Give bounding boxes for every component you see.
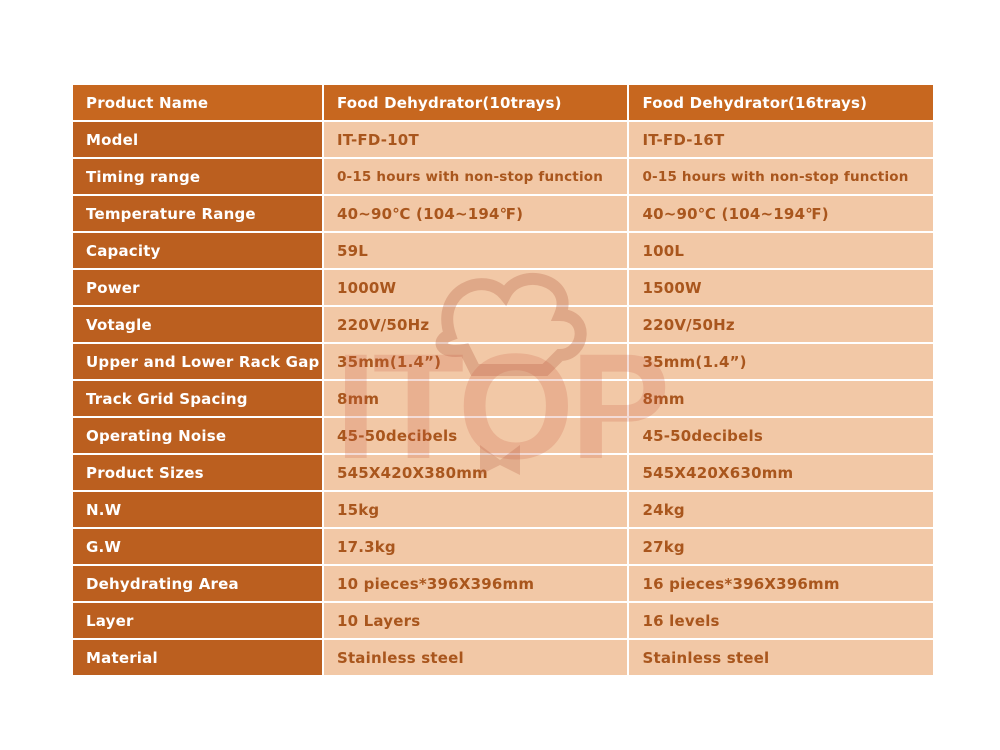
cell-10-trays: 220V/50Hz [323,307,628,342]
cell-10-trays: 45-50decibels [323,418,628,453]
cell-10-trays: 545X420X380mm [323,455,628,490]
table-row: G.W 17.3kg 27kg [73,529,933,564]
cell-10-trays: IT-FD-10T [323,122,628,157]
spec-table: Product Name Food Dehydrator(10trays) Food… [71,83,935,677]
cell-10-trays: 35mm(1.4”) [323,344,628,379]
cell-16-trays: 16 levels [629,603,933,638]
row-label: Track Grid Spacing [73,381,322,416]
table-row: Votagle 220V/50Hz 220V/50Hz [73,307,933,342]
table-row: Power 1000W 1500W [73,270,933,305]
table-row: N.W 15kg 24kg [73,492,933,527]
row-label: Material [73,640,322,675]
table-row: Operating Noise 45-50decibels 45-50decibel… [73,418,933,453]
table-row: Product Sizes 545X420X380mm 545X420X630mm [73,455,933,490]
row-label: G.W [73,529,322,564]
table-row: Timing range 0-15 hours with non-stop fun… [73,159,933,194]
cell-16-trays: 1500W [629,270,933,305]
cell-16-trays: 0-15 hours with non-stop function [629,159,933,194]
table-row: Temperature Range 40~90℃ (104~194℉) 40~90℃… [73,196,933,231]
row-label: Power [73,270,322,305]
cell-16-trays: 45-50decibels [629,418,933,453]
table-row: Dehydrating Area 10 pieces*396X396mm 16 pi… [73,566,933,601]
row-label: Product Sizes [73,455,322,490]
cell-16-trays: Food Dehydrator(16trays) [629,85,933,120]
row-label: Votagle [73,307,322,342]
row-label: Timing range [73,159,322,194]
cell-10-trays: Stainless steel [323,640,628,675]
row-label: Product Name [73,85,322,120]
cell-10-trays: 15kg [323,492,628,527]
table-row: Track Grid Spacing 8mm 8mm [73,381,933,416]
cell-10-trays: 10 pieces*396X396mm [323,566,628,601]
cell-16-trays: 27kg [629,529,933,564]
row-label: Operating Noise [73,418,322,453]
table-row: Capacity 59L 100L [73,233,933,268]
row-label: Upper and Lower Rack Gap [73,344,322,379]
table-row: Product Name Food Dehydrator(10trays) Food… [73,85,933,120]
cell-10-trays: 40~90℃ (104~194℉) [323,196,628,231]
cell-16-trays: 35mm(1.4”) [629,344,933,379]
cell-16-trays: 16 pieces*396X396mm [629,566,933,601]
cell-16-trays: 40~90℃ (104~194℉) [629,196,933,231]
cell-16-trays: IT-FD-16T [629,122,933,157]
row-label: Dehydrating Area [73,566,322,601]
cell-10-trays: 0-15 hours with non-stop function [323,159,628,194]
cell-16-trays: 8mm [629,381,933,416]
row-label: Capacity [73,233,322,268]
table-row: Model IT-FD-10T IT-FD-16T [73,122,933,157]
table-row: Upper and Lower Rack Gap 35mm(1.4”) 35mm(1… [73,344,933,379]
cell-16-trays: Stainless steel [629,640,933,675]
row-label: Layer [73,603,322,638]
cell-10-trays: 17.3kg [323,529,628,564]
cell-10-trays: 1000W [323,270,628,305]
cell-16-trays: 100L [629,233,933,268]
cell-10-trays: Food Dehydrator(10trays) [323,85,628,120]
cell-10-trays: 10 Layers [323,603,628,638]
row-label: N.W [73,492,322,527]
cell-16-trays: 220V/50Hz [629,307,933,342]
cell-16-trays: 545X420X630mm [629,455,933,490]
cell-10-trays: 59L [323,233,628,268]
table-row: Material Stainless steel Stainless steel [73,640,933,675]
table-row: Layer 10 Layers 16 levels [73,603,933,638]
row-label: Temperature Range [73,196,322,231]
cell-10-trays: 8mm [323,381,628,416]
cell-16-trays: 24kg [629,492,933,527]
row-label: Model [73,122,322,157]
